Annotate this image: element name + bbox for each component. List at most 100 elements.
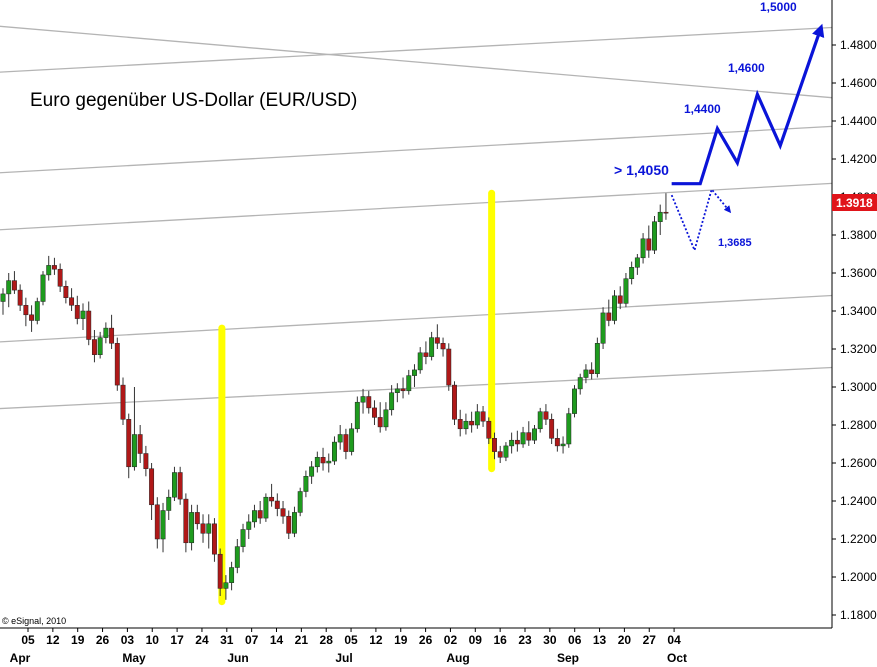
candle-body bbox=[389, 392, 395, 411]
candle-body bbox=[572, 388, 577, 414]
candle-body bbox=[120, 384, 126, 420]
x-tick-label: 05 bbox=[344, 633, 358, 647]
target3-label: 1,5000 bbox=[760, 0, 797, 14]
candle-body bbox=[446, 348, 452, 386]
candle-body bbox=[657, 211, 663, 222]
x-tick-label: 04 bbox=[667, 633, 681, 647]
y-tick-label: 1.4600 bbox=[840, 76, 877, 90]
candle-body bbox=[406, 375, 412, 392]
x-tick-label: 17 bbox=[170, 633, 184, 647]
candle-body bbox=[452, 384, 457, 420]
candle-body bbox=[103, 327, 109, 338]
y-tick-label: 1.2800 bbox=[840, 418, 877, 432]
x-tick-label: 10 bbox=[146, 633, 160, 647]
trend-line bbox=[0, 182, 832, 231]
candle-body bbox=[292, 512, 297, 534]
candle-body bbox=[63, 286, 69, 298]
target2-label: 1,4600 bbox=[728, 61, 765, 75]
candle-body bbox=[326, 460, 332, 464]
x-tick-label: 23 bbox=[518, 633, 532, 647]
candle-body bbox=[629, 267, 635, 279]
candle-body bbox=[520, 432, 526, 445]
candle-body bbox=[126, 419, 132, 468]
candle-body bbox=[503, 445, 509, 458]
candle-body bbox=[634, 257, 640, 268]
candle-body bbox=[34, 301, 40, 321]
candle-body bbox=[206, 523, 212, 534]
candle-body bbox=[172, 472, 177, 498]
y-tick-label: 1.2200 bbox=[840, 532, 877, 546]
candle-body bbox=[417, 352, 423, 371]
projection-paths bbox=[670, 23, 825, 253]
candle-body bbox=[314, 457, 320, 468]
y-tick-label: 1.4200 bbox=[840, 152, 877, 166]
candle-body bbox=[131, 434, 137, 468]
candle-body bbox=[177, 472, 183, 500]
x-tick-label: 19 bbox=[394, 633, 408, 647]
candle-body bbox=[623, 278, 629, 304]
candle-body bbox=[286, 515, 292, 534]
x-tick-label: 21 bbox=[295, 633, 309, 647]
candle-body bbox=[80, 310, 86, 319]
candle-body bbox=[377, 417, 383, 428]
x-tick-label: 26 bbox=[419, 633, 433, 647]
x-month-label: Aug bbox=[446, 651, 469, 665]
x-tick-label: 19 bbox=[71, 633, 85, 647]
y-tick-label: 1.3000 bbox=[840, 380, 877, 394]
candle-body bbox=[566, 413, 572, 445]
target1-label: 1,4400 bbox=[684, 102, 721, 116]
candle-body bbox=[606, 312, 612, 321]
candle-body bbox=[23, 305, 29, 316]
candle-body bbox=[263, 496, 269, 519]
candle-body bbox=[183, 498, 189, 544]
candle-body bbox=[29, 314, 35, 321]
x-month-label: Jun bbox=[227, 651, 248, 665]
candle-body bbox=[309, 466, 315, 477]
candle-body bbox=[617, 295, 623, 304]
chart-title: Euro gegenüber US-Dollar (EUR/USD) bbox=[30, 90, 357, 111]
y-tick-label: 1.1800 bbox=[840, 608, 877, 622]
resistance-label: > 1,4050 bbox=[614, 162, 669, 178]
candle-body bbox=[612, 295, 617, 321]
y-tick-label: 1.3200 bbox=[840, 342, 877, 356]
x-tick-label: 16 bbox=[493, 633, 507, 647]
candle-body bbox=[577, 377, 583, 390]
candle-body bbox=[160, 510, 166, 540]
candle-body bbox=[57, 268, 63, 287]
candle-body bbox=[297, 491, 303, 513]
candle-body bbox=[440, 343, 446, 350]
candle-body bbox=[434, 337, 440, 344]
x-tick-label: 06 bbox=[568, 633, 582, 647]
x-tick-label: 02 bbox=[444, 633, 458, 647]
x-tick-label: 13 bbox=[593, 633, 607, 647]
x-tick-label: 30 bbox=[543, 633, 557, 647]
candle-body bbox=[663, 211, 669, 214]
candle-body bbox=[594, 343, 600, 374]
candle-body bbox=[549, 419, 555, 439]
candle-body bbox=[646, 238, 652, 251]
candle-body bbox=[143, 453, 149, 469]
candle-body bbox=[360, 396, 366, 403]
x-tick-label: 07 bbox=[245, 633, 259, 647]
candle-body bbox=[349, 428, 355, 452]
candle-body bbox=[400, 388, 406, 392]
x-month-label: Oct bbox=[667, 651, 687, 665]
candle-body bbox=[149, 468, 155, 506]
projection-down-path bbox=[670, 187, 732, 253]
candle-body bbox=[412, 369, 417, 376]
y-tick-label: 1.2600 bbox=[840, 456, 877, 470]
candle-body bbox=[97, 337, 103, 355]
candle-body bbox=[86, 310, 92, 340]
candle-body bbox=[189, 512, 195, 544]
x-tick-label: 03 bbox=[121, 633, 135, 647]
y-tick-label: 1.4400 bbox=[840, 114, 877, 128]
x-tick-label: 24 bbox=[195, 633, 209, 647]
candle-body bbox=[394, 388, 400, 393]
trend-line bbox=[0, 26, 832, 73]
candle-body bbox=[109, 327, 115, 344]
candle-body bbox=[343, 434, 349, 452]
candle-body bbox=[137, 434, 143, 454]
x-month-label: Sep bbox=[557, 651, 579, 665]
candle-body bbox=[6, 280, 12, 295]
x-month-label: Jul bbox=[335, 651, 352, 665]
